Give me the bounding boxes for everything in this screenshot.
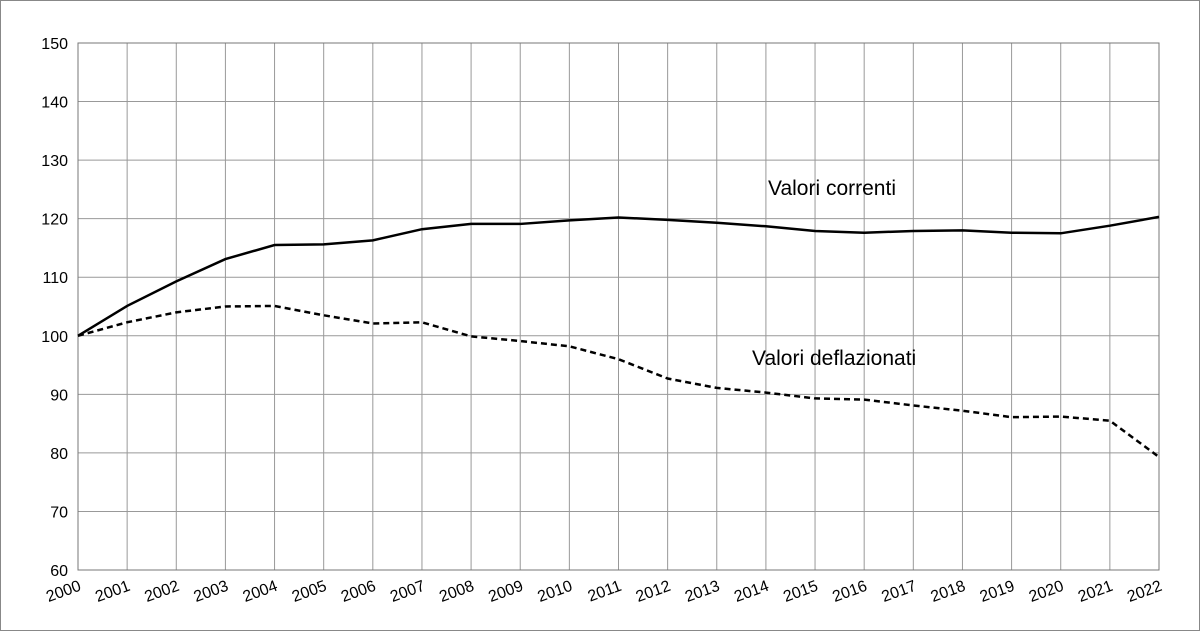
y-tick-label: 100 (41, 329, 68, 346)
y-tick-label: 130 (41, 153, 68, 170)
y-tick-label: 120 (41, 212, 68, 229)
y-tick-label: 140 (41, 95, 68, 112)
y-tick-label: 70 (50, 504, 68, 521)
series-label: Valori correnti (768, 177, 896, 200)
y-tick-label: 150 (41, 36, 68, 53)
series-label: Valori deflazionati (752, 347, 916, 370)
y-tick-label: 60 (50, 563, 68, 580)
y-tick-label: 80 (50, 446, 68, 463)
series-line (77, 215, 1160, 337)
series-line (77, 304, 1160, 458)
y-tick-label: 90 (50, 387, 68, 404)
plot-border (77, 42, 1160, 571)
y-tick-label: 110 (42, 270, 68, 287)
